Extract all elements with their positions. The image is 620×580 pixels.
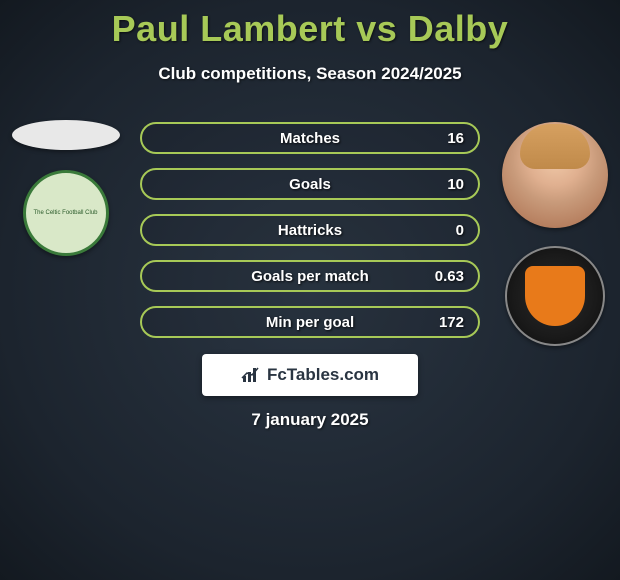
stat-value-right: 0.63 <box>435 268 464 285</box>
stat-value-right: 10 <box>447 176 464 193</box>
source-badge: FcTables.com <box>202 354 418 396</box>
date-text: 7 january 2025 <box>0 410 620 430</box>
stat-row-goals: Goals 10 <box>140 168 480 200</box>
left-column: The Celtic Football Club <box>8 120 123 256</box>
page-title: Paul Lambert vs Dalby <box>0 0 620 50</box>
crest-left-label: The Celtic Football Club <box>33 210 97 217</box>
stat-row-gpm: Goals per match 0.63 <box>140 260 480 292</box>
stat-value-right: 16 <box>447 130 464 147</box>
badge-text: FcTables.com <box>267 365 379 385</box>
stat-label: Min per goal <box>266 314 354 331</box>
stats-container: Matches 16 Goals 10 Hattricks 0 Goals pe… <box>140 122 480 352</box>
stat-label: Goals per match <box>251 268 369 285</box>
stat-row-mpg: Min per goal 172 <box>140 306 480 338</box>
stat-row-matches: Matches 16 <box>140 122 480 154</box>
chart-icon <box>241 366 261 384</box>
player2-avatar <box>502 122 608 228</box>
crest-right-inner <box>525 266 585 326</box>
club-crest-right <box>505 246 605 346</box>
subtitle: Club competitions, Season 2024/2025 <box>0 64 620 84</box>
stat-label: Hattricks <box>278 222 342 239</box>
club-crest-left: The Celtic Football Club <box>23 170 109 256</box>
stat-value-right: 172 <box>439 314 464 331</box>
stat-row-hattricks: Hattricks 0 <box>140 214 480 246</box>
stat-label: Goals <box>289 176 331 193</box>
stat-label: Matches <box>280 130 340 147</box>
stat-value-right: 0 <box>456 222 464 239</box>
right-column <box>497 122 612 346</box>
player1-avatar <box>12 120 120 150</box>
